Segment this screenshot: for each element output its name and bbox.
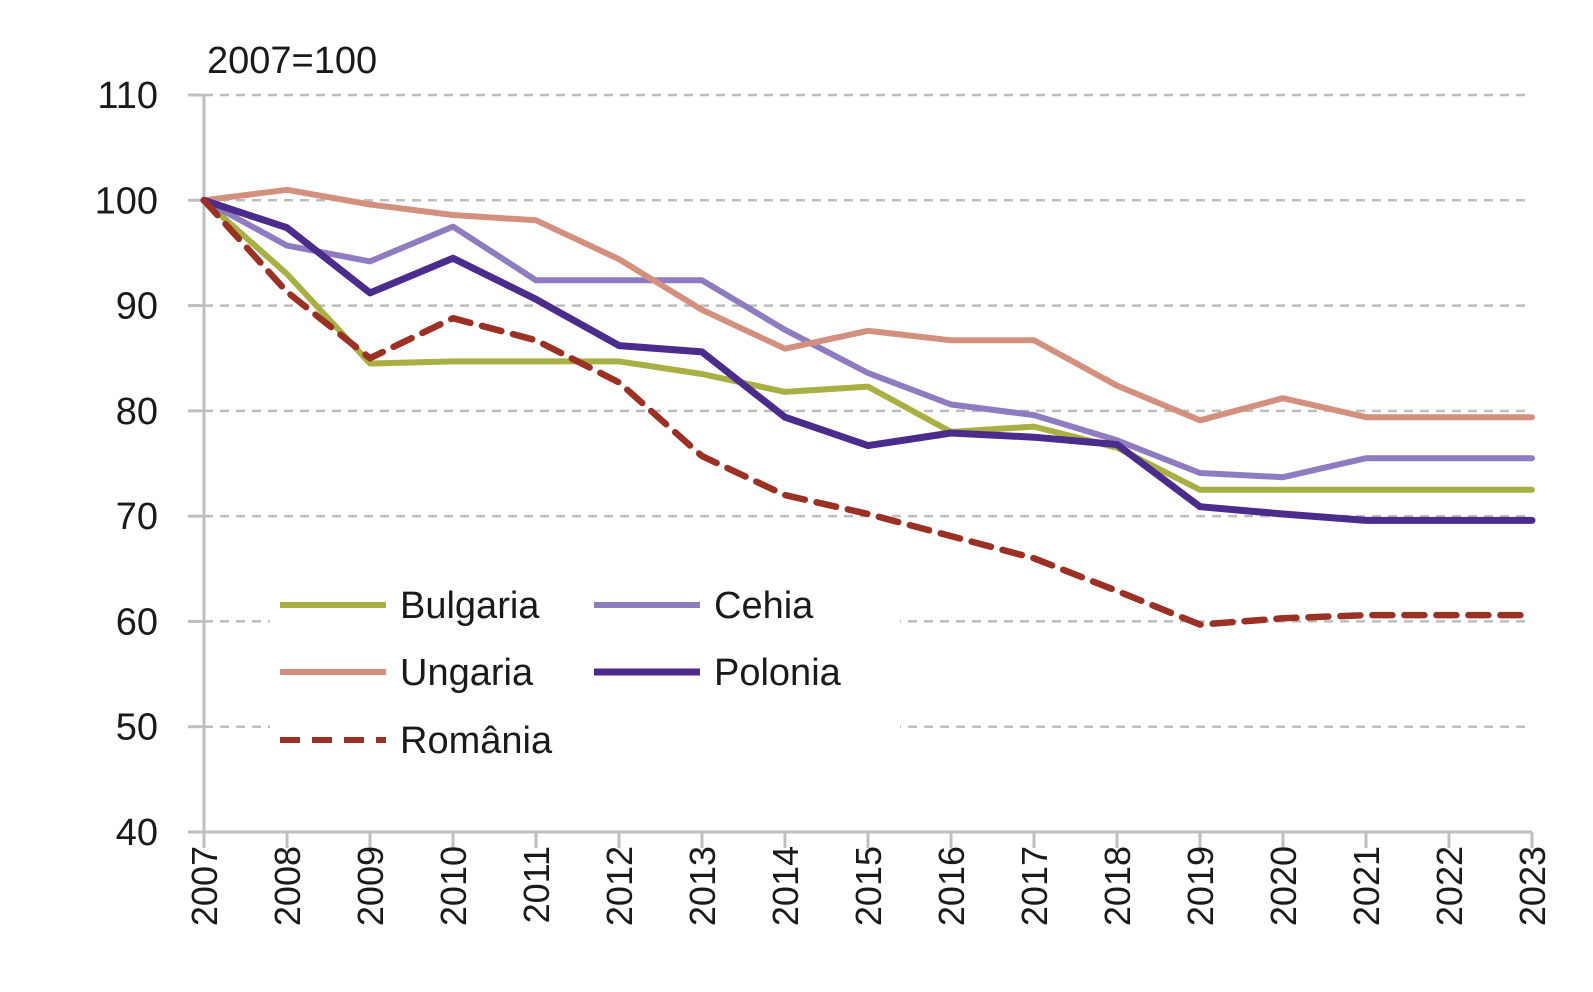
series-line-romnia bbox=[200, 197, 1536, 628]
x-tick-label: 2012 bbox=[599, 846, 640, 926]
x-tick-label: 2018 bbox=[1097, 846, 1138, 926]
series-line-polonia bbox=[200, 196, 1536, 524]
x-tick-label: 2021 bbox=[1346, 846, 1387, 926]
legend-label: România bbox=[400, 720, 553, 762]
series-line-bulgaria bbox=[201, 197, 1535, 493]
x-tick-label: 2016 bbox=[931, 846, 972, 926]
y-tick-label: 110 bbox=[97, 75, 158, 117]
y-tick-label: 70 bbox=[116, 496, 158, 538]
x-tick-label: 2011 bbox=[516, 846, 557, 923]
series-line-cehia bbox=[201, 197, 1535, 481]
legend-label: Bulgaria bbox=[400, 585, 540, 627]
x-tick-label: 2009 bbox=[350, 846, 391, 926]
y-tick-label: 40 bbox=[116, 812, 158, 854]
x-tick-label: 2023 bbox=[1512, 846, 1553, 926]
y-tick-label: 90 bbox=[116, 286, 158, 328]
legend: Bulgaria Cehia Ungaria Polonia România bbox=[280, 585, 842, 762]
x-tick-label: 2017 bbox=[1014, 846, 1055, 926]
x-tick-label: 2022 bbox=[1429, 846, 1470, 926]
x-tick-label: 2013 bbox=[682, 846, 723, 926]
y-tick-label: 100 bbox=[95, 180, 158, 222]
series-line-ungaria bbox=[201, 186, 1535, 424]
x-tick-label: 2007 bbox=[184, 846, 225, 926]
x-tick-label: 2020 bbox=[1263, 846, 1304, 926]
y-tick-label: 80 bbox=[116, 391, 158, 433]
x-tick-label: 2014 bbox=[765, 846, 806, 926]
series-lines bbox=[200, 186, 1536, 628]
x-tick-label: 2008 bbox=[267, 846, 308, 926]
x-tick-label: 2015 bbox=[848, 846, 889, 926]
x-tick-label: 2019 bbox=[1180, 846, 1221, 926]
legend-label: Ungaria bbox=[400, 652, 534, 694]
x-tick-labels: 2007 2008 2009 2010 2011 2012 2013 2014 2015 2016… bbox=[184, 846, 1553, 926]
x-tick-marks bbox=[202, 832, 1534, 848]
x-tick-label: 2010 bbox=[433, 846, 474, 926]
y-tick-labels: 40 50 60 70 80 90 100 110 bbox=[95, 75, 158, 854]
y-tick-label: 50 bbox=[116, 707, 158, 749]
legend-background bbox=[270, 575, 900, 785]
y-tick-label: 60 bbox=[116, 601, 158, 643]
legend-label: Cehia bbox=[714, 585, 814, 627]
unit-label: 2007=100 bbox=[207, 40, 377, 82]
legend-label: Polonia bbox=[714, 652, 842, 694]
